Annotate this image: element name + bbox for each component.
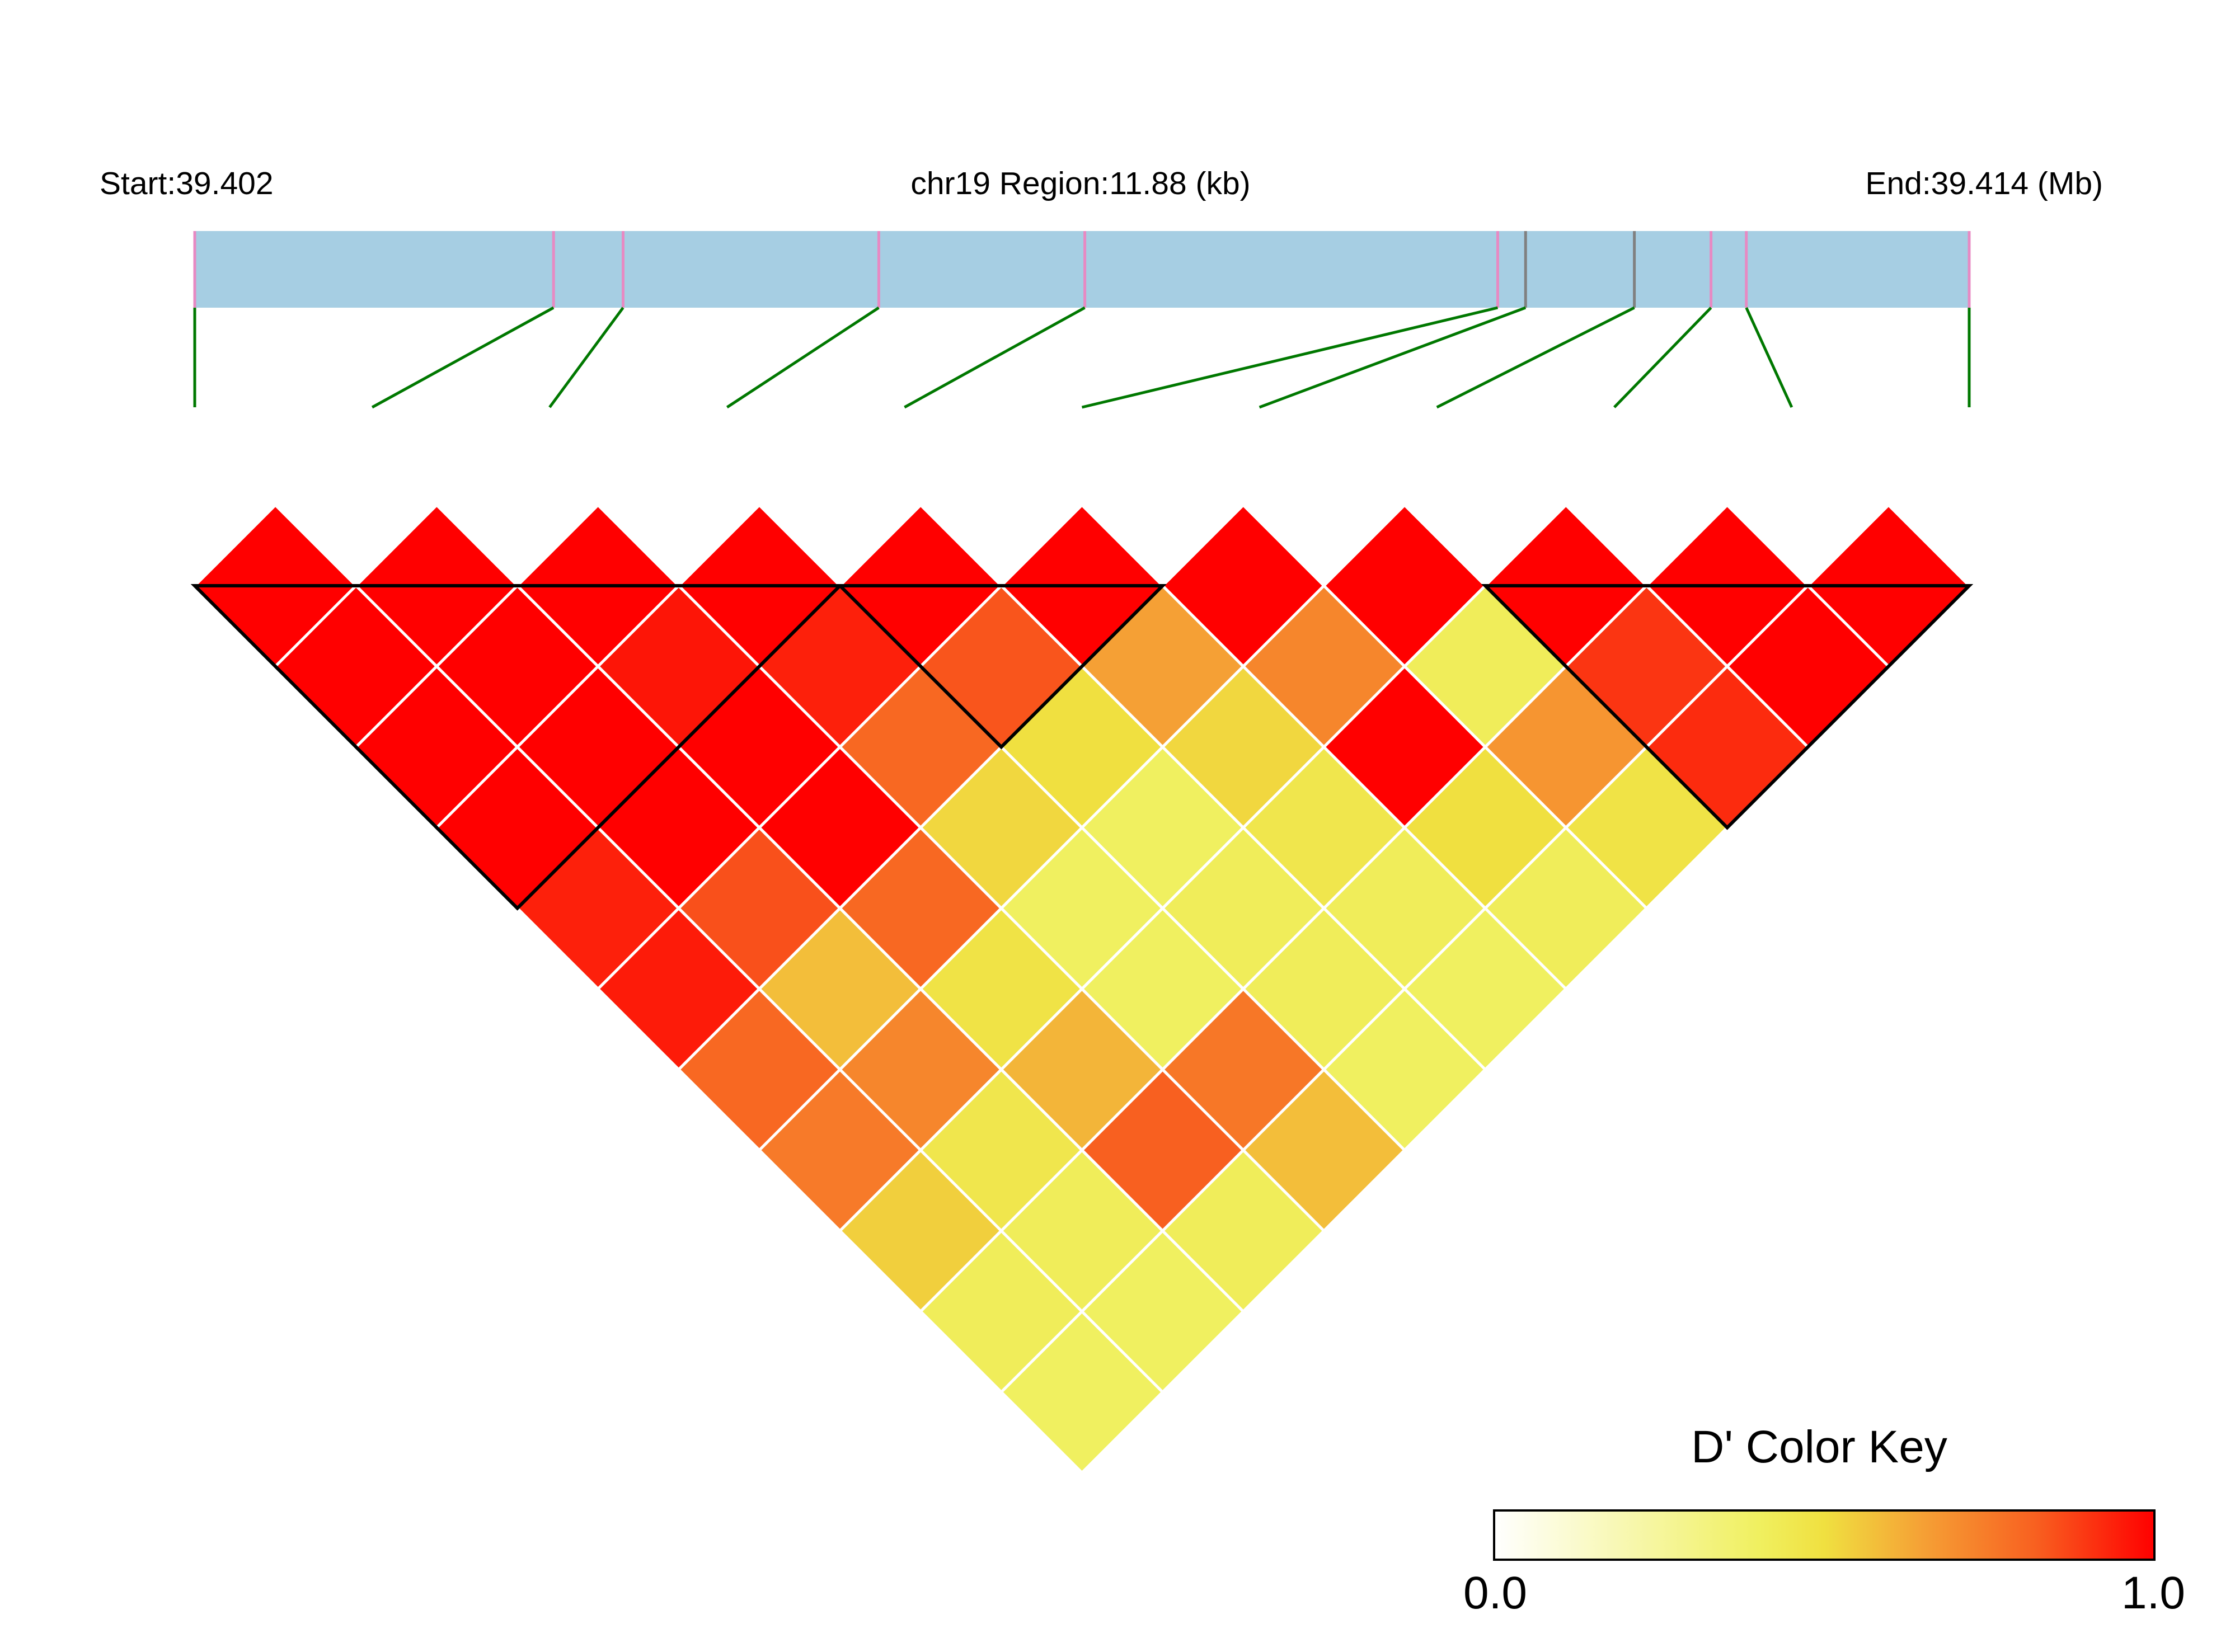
snp-connector-lines xyxy=(193,306,1971,409)
gene-track-bar xyxy=(195,231,1969,308)
haplotype-block-outline xyxy=(1481,584,1974,830)
region-start-label: Start:39.402 xyxy=(100,166,274,201)
color-key-title: D' Color Key xyxy=(1691,1422,1947,1472)
snp-connector xyxy=(1259,306,1527,409)
color-key-legend: D' Color Key 0.0 1.0 xyxy=(1463,1422,2185,1618)
ld-cells xyxy=(192,503,1971,1475)
snp-connector xyxy=(1745,307,1793,408)
snp-connector xyxy=(726,306,880,409)
region-title-label: chr19 Region:11.88 (kb) xyxy=(910,166,1250,201)
color-key-gradient-bar xyxy=(1493,1509,2156,1561)
region-end-label: End:39.414 (Mb) xyxy=(1865,166,2103,201)
haplotype-block-outline xyxy=(190,584,844,911)
snp-connector xyxy=(371,306,555,409)
color-key-max-label: 1.0 xyxy=(2121,1568,2185,1618)
snp-connector xyxy=(548,307,625,408)
haplotype-block-outlines xyxy=(190,584,1974,911)
snp-connector xyxy=(1081,306,1499,409)
color-key-min-label: 0.0 xyxy=(1463,1568,1527,1618)
snp-connector xyxy=(1436,306,1635,409)
snp-connector xyxy=(904,306,1086,409)
haplotype-block-outline xyxy=(835,584,1167,750)
snp-position-ticks xyxy=(193,231,1971,308)
snp-connector xyxy=(1613,307,1712,408)
